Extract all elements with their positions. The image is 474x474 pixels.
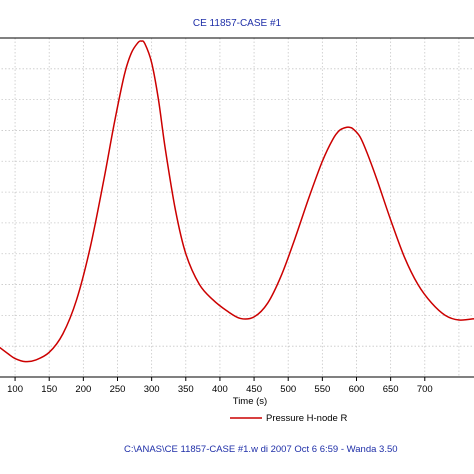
legend: Pressure H-node R	[230, 413, 347, 424]
x-tick-label: 350	[178, 384, 194, 395]
plot-area	[0, 37, 474, 378]
footer-file-info: C:\ANAS\CE 11857-CASE #1.w di 2007 Oct 6…	[124, 444, 398, 455]
x-tick-label: 250	[110, 384, 126, 395]
x-tick-label: 300	[144, 384, 160, 395]
x-tick-label: 200	[75, 384, 91, 395]
chart-title: CE 11857-CASE #1	[193, 18, 282, 29]
x-tick-label: 100	[7, 384, 23, 395]
x-tick-label: 500	[280, 384, 296, 395]
x-tick-label: 600	[349, 384, 365, 395]
x-tick-label: 550	[314, 384, 330, 395]
x-tick-label: 400	[212, 384, 228, 395]
legend-label: Pressure H-node R	[266, 413, 347, 424]
x-tick-label: 700	[417, 384, 433, 395]
x-axis-label: Time (s)	[233, 396, 267, 407]
series-line-pressure-h-node-r	[0, 40, 474, 363]
x-tick-label: 150	[41, 384, 57, 395]
grid	[0, 38, 474, 377]
x-axis: 100 150 200 250 300 350 400 450 500 550 600 650 700	[7, 377, 433, 395]
x-tick-label: 650	[383, 384, 399, 395]
x-tick-label: 450	[246, 384, 262, 395]
